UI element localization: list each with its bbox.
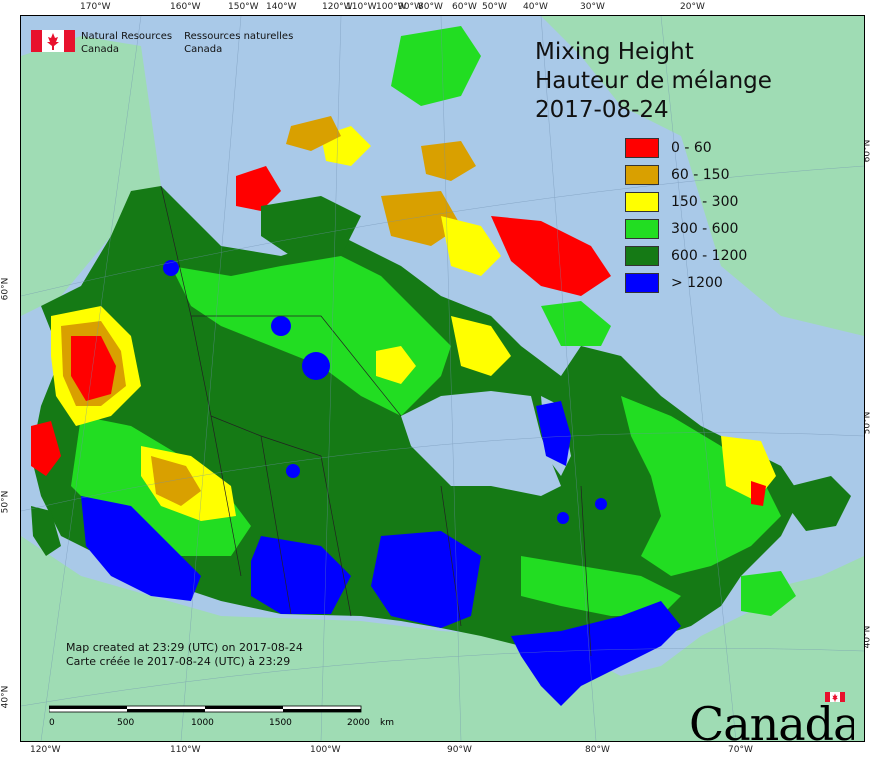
- lon-label-top: 120°W: [322, 2, 353, 12]
- legend-swatch: [625, 191, 659, 212]
- legend-label: 300 - 600: [671, 220, 739, 237]
- lon-label-top: 110°W: [346, 2, 377, 12]
- legend-row: 0 - 60: [625, 134, 747, 161]
- lon-label-bottom: 80°W: [585, 745, 610, 755]
- lon-label-top: 30°W: [580, 2, 605, 12]
- legend-label: 600 - 1200: [671, 247, 748, 264]
- lat-label-left: 60°N: [0, 277, 11, 301]
- lon-label-bottom: 110°W: [170, 745, 201, 755]
- lon-label-bottom: 70°W: [728, 745, 753, 755]
- scale-tick: 500: [117, 718, 134, 728]
- lon-label-bottom: 120°W: [30, 745, 61, 755]
- wordmark-flag-icon: [825, 692, 845, 702]
- foreign-land: [21, 16, 864, 741]
- scale-bar: 0 500 1000 1500 2000 km: [48, 704, 409, 734]
- province-borders: [160, 185, 592, 657]
- agency-fr-line1: Ressources naturelles: [184, 31, 294, 42]
- title-date: 2017-08-24: [535, 97, 669, 123]
- nrc-signature: Natural Resources Canada Ressources natu…: [31, 30, 305, 56]
- lon-label-top: 50°W: [482, 2, 507, 12]
- legend-label: > 1200: [671, 274, 723, 291]
- lon-label-top: 160°W: [170, 2, 201, 12]
- scale-tick: 2000: [347, 718, 370, 728]
- scale-tick: 1000: [191, 718, 214, 728]
- lon-label-top: 40°W: [523, 2, 548, 12]
- lon-label-top: 90°W: [398, 2, 423, 12]
- legend-row: 150 - 300: [625, 188, 747, 215]
- created-fr: Carte créée le 2017-08-24 (UTC) à 23:29: [66, 655, 291, 668]
- lon-label-top: 150°W: [228, 2, 259, 12]
- lon-label-top: 20°W: [680, 2, 705, 12]
- legend-row: 60 - 150: [625, 161, 747, 188]
- map-canvas: Natural Resources Canada Ressources natu…: [20, 15, 865, 742]
- lon-label-bottom: 100°W: [310, 745, 341, 755]
- lon-label-top: 100°W: [376, 2, 407, 12]
- legend-row: 300 - 600: [625, 215, 747, 242]
- title-fr: Hauteur de mélange: [535, 68, 772, 94]
- lon-label-top: 60°W: [452, 2, 477, 12]
- legend-row: > 1200: [625, 269, 747, 296]
- lon-label-top: 140°W: [266, 2, 297, 12]
- created-en: Map created at 23:29 (UTC) on 2017-08-24: [66, 641, 303, 654]
- legend-swatch: [625, 164, 659, 185]
- agency-name-en: Natural Resources Canada: [81, 30, 172, 56]
- legend-label: 0 - 60: [671, 139, 712, 156]
- lat-label-left: 50°N: [0, 490, 11, 514]
- graticule: [21, 16, 864, 741]
- agency-en-line1: Natural Resources: [81, 31, 173, 42]
- canada-land: [31, 26, 851, 706]
- scale-tick: 0: [49, 718, 55, 728]
- scale-tick: 1500: [269, 718, 292, 728]
- legend-label: 150 - 300: [671, 193, 739, 210]
- scale-unit: km: [380, 718, 394, 728]
- lat-label-left: 40°N: [0, 685, 11, 709]
- wordmark-text: Canada: [689, 697, 854, 742]
- title-en: Mixing Height: [535, 39, 694, 65]
- canada-wordmark: Canada: [689, 692, 861, 742]
- legend-label: 60 - 150: [671, 166, 730, 183]
- map-graphic: [21, 16, 864, 741]
- legend-row: 600 - 1200: [625, 242, 747, 269]
- lon-label-bottom: 90°W: [447, 745, 472, 755]
- legend-swatch: [625, 245, 659, 266]
- legend-swatch: [625, 137, 659, 158]
- created-note: Map created at 23:29 (UTC) on 2017-08-24…: [66, 641, 303, 669]
- map-title: Mixing Height Hauteur de mélange 2017-08…: [535, 38, 772, 125]
- agency-fr-line2: Canada: [184, 44, 223, 55]
- agency-en-line2: Canada: [81, 44, 120, 55]
- legend-swatch: [625, 272, 659, 293]
- lon-label-top: 170°W: [80, 2, 111, 12]
- canada-flag-icon: [31, 30, 75, 52]
- legend-swatch: [625, 218, 659, 239]
- lon-label-top: 80°W: [418, 2, 443, 12]
- agency-name-fr: Ressources naturelles Canada: [184, 30, 293, 56]
- legend: 0 - 60 60 - 150 150 - 300 300 - 600 600 - 12…: [625, 134, 747, 296]
